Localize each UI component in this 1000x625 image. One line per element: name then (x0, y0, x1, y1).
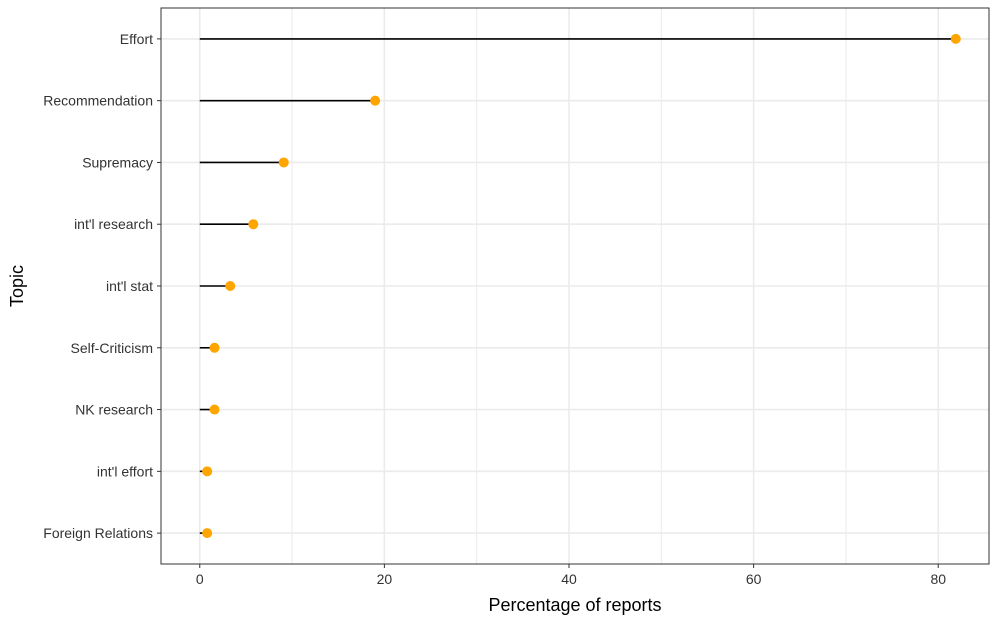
x-tick-label: 40 (561, 571, 577, 587)
lollipop-point (278, 157, 289, 168)
lollipop-point (248, 219, 259, 230)
lollipop-points (202, 33, 961, 539)
y-tick-label: Effort (120, 31, 153, 47)
lollipop-point (202, 528, 213, 539)
y-tick-label: int'l research (74, 216, 153, 232)
lollipop-point (225, 281, 236, 291)
y-tick-label: Foreign Relations (43, 525, 153, 541)
lollipop-point (370, 95, 381, 106)
y-tick-label: int'l effort (97, 463, 153, 479)
lollipop-point (209, 342, 220, 353)
y-tick-label: int'l stat (106, 278, 153, 294)
y-tick-label: Recommendation (43, 93, 153, 109)
lollipop-point (209, 404, 220, 415)
y-tick-label: Supremacy (82, 154, 153, 170)
x-tick-label: 20 (377, 571, 393, 587)
x-tick-label: 80 (930, 571, 946, 587)
y-axis-title: Topic (7, 265, 27, 307)
lollipop-point (950, 33, 961, 44)
x-tick-label: 0 (196, 571, 204, 587)
x-tick-label: 60 (746, 571, 762, 587)
axis-ticks: 0 20 40 60 80 Effort Recommendation Supremacy in… (43, 31, 946, 587)
y-tick-label: NK research (75, 402, 153, 418)
y-tick-label: Self-Criticism (71, 340, 153, 356)
x-axis-title: Percentage of reports (488, 595, 661, 615)
lollipop-point (202, 466, 213, 477)
